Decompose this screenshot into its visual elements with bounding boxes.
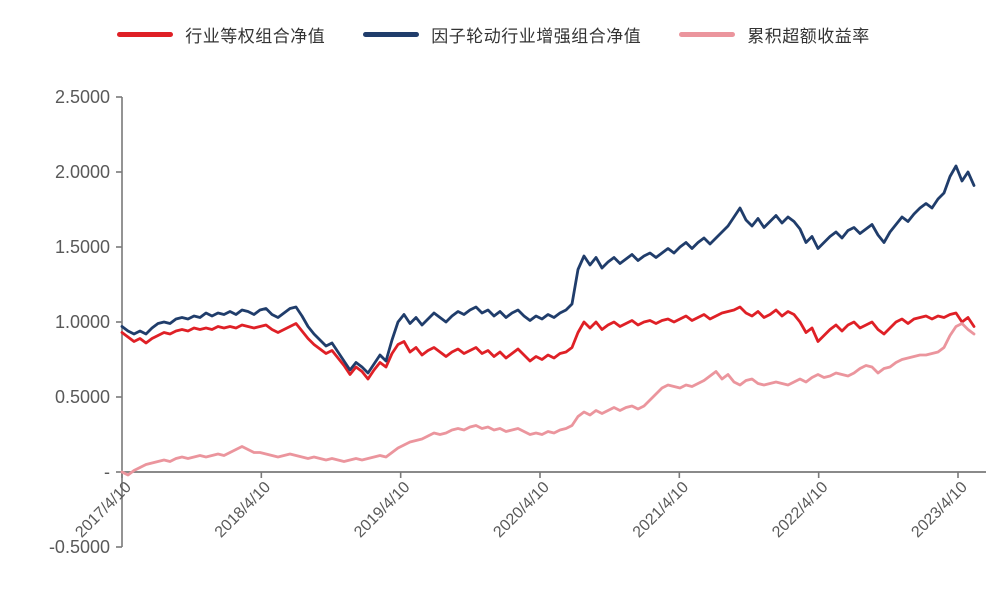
legend-label-industry-equal-weight: 行业等权组合净值	[185, 27, 326, 46]
x-axis-tick-label: 2017/4/10	[72, 479, 134, 541]
x-axis-tick-label: 2023/4/10	[908, 479, 970, 541]
legend-line-swatch-navy	[363, 32, 420, 37]
y-axis-tick-label: 1.5000	[55, 237, 110, 257]
x-axis-tick-label: 2021/4/10	[630, 479, 692, 541]
x-axis-tick-label: 2020/4/10	[490, 479, 552, 541]
legend-item-cumulative-excess-return: 累积超额收益率	[679, 22, 870, 47]
series-line-industry-equal-weight	[120, 305, 976, 381]
legend-label-cumulative-excess-return: 累积超额收益率	[747, 27, 870, 46]
y-axis-tick-label: 1.0000	[55, 312, 110, 332]
y-axis-tick-label: 0.5000	[55, 387, 110, 407]
series-line-cumulative-excess-return	[120, 322, 976, 477]
x-axis-tick-label: 2019/4/10	[351, 479, 413, 541]
legend-item-factor-rotation-enhanced: 因子轮动行业增强组合净值	[363, 22, 641, 47]
chart-legend: 行业等权组合净值 因子轮动行业增强组合净值 累积超额收益率	[0, 22, 987, 47]
y-axis-tick-label: 2.5000	[55, 87, 110, 107]
legend-item-industry-equal-weight: 行业等权组合净值	[117, 22, 325, 47]
series-line-factor-rotation-enhanced	[120, 164, 976, 375]
y-axis-tick-label: 2.0000	[55, 162, 110, 182]
legend-line-swatch-pink	[679, 32, 736, 37]
y-axis-tick-label: -	[104, 462, 110, 482]
x-axis-tick-label: 2022/4/10	[769, 479, 831, 541]
x-axis-tick-label: 2018/4/10	[212, 479, 274, 541]
legend-line-swatch-red	[117, 32, 174, 37]
legend-label-factor-rotation-enhanced: 因子轮动行业增强组合净值	[431, 27, 642, 46]
y-axis-tick-label: -0.5000	[49, 537, 110, 557]
